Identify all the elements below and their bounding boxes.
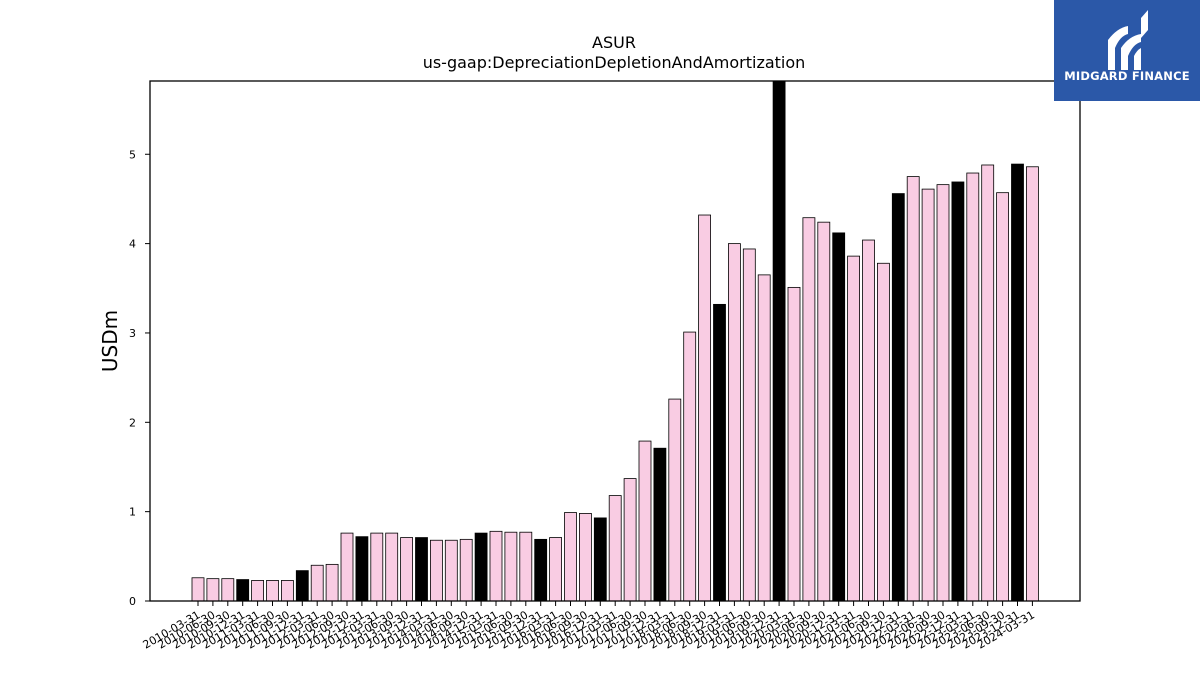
bar-2015-09-30 bbox=[519, 531, 533, 602]
bars-group bbox=[191, 80, 1039, 602]
bar-2019-03-31 bbox=[728, 243, 741, 602]
bar-2022-09-30 bbox=[936, 184, 950, 602]
bar-2017-03-31 bbox=[608, 495, 622, 602]
bar-2021-09-30 bbox=[877, 262, 890, 602]
bar-2020-12-31 bbox=[832, 232, 846, 602]
plot-frame bbox=[149, 80, 1081, 602]
y-tick-label: 2 bbox=[129, 416, 136, 429]
bar-2011-03-31 bbox=[251, 580, 265, 602]
bar-2023-06-30 bbox=[981, 164, 995, 602]
x-ticks-group: 2010-03-312010-06-302010-09-302010-12-31… bbox=[141, 601, 1037, 652]
bar-2015-03-31 bbox=[489, 530, 503, 602]
bar-2014-09-30 bbox=[459, 538, 473, 602]
y-tick-label: 1 bbox=[129, 506, 136, 519]
bar-2014-03-31 bbox=[429, 539, 443, 602]
bar-2011-06-30 bbox=[266, 580, 279, 602]
midgard-logo: MIDGARD FINANCE bbox=[1054, 0, 1200, 101]
chart-subtitle: us-gaap:DepreciationDepletionAndAmortiza… bbox=[423, 53, 806, 72]
bar-2011-09-30 bbox=[280, 580, 294, 602]
bar-2013-12-31 bbox=[415, 537, 428, 602]
bar-2010-09-30 bbox=[221, 578, 235, 602]
bar-2013-06-30 bbox=[385, 532, 399, 602]
bar-2022-12-31 bbox=[951, 181, 965, 602]
bar-2017-12-31 bbox=[653, 447, 667, 602]
bar-2016-12-31 bbox=[593, 517, 607, 602]
bar-2019-09-30 bbox=[757, 274, 771, 602]
bar-2014-12-31 bbox=[474, 532, 488, 602]
bar-2016-06-30 bbox=[564, 512, 577, 602]
bar-2021-06-30 bbox=[862, 239, 875, 602]
bar-2019-12-31 bbox=[772, 80, 786, 602]
bar-2012-06-30 bbox=[325, 563, 339, 602]
bar-2022-03-31 bbox=[906, 176, 920, 602]
y-tick-label: 3 bbox=[129, 327, 136, 340]
bar-2014-06-30 bbox=[444, 539, 458, 602]
bar-2012-03-31 bbox=[310, 564, 324, 602]
bar-2016-03-31 bbox=[549, 537, 562, 602]
bar-2023-12-31 bbox=[1011, 163, 1024, 602]
bar-2011-12-31 bbox=[295, 570, 309, 602]
chart-title: ASUR bbox=[592, 33, 636, 52]
bar-2017-09-30 bbox=[638, 440, 652, 602]
bar-2020-06-30 bbox=[802, 217, 816, 602]
midgard-logo-icon bbox=[1108, 10, 1148, 70]
bar-2016-09-30 bbox=[579, 513, 592, 602]
bar-2013-09-30 bbox=[400, 537, 414, 602]
bar-2010-12-31 bbox=[236, 579, 250, 602]
y-ticks-group: 0 1 2 3 4 5 bbox=[129, 148, 150, 608]
bar-2010-06-30 bbox=[206, 578, 220, 602]
logo-text: MIDGARD FINANCE bbox=[1064, 69, 1190, 83]
bar-2022-06-30 bbox=[921, 188, 935, 602]
bar-2021-03-31 bbox=[847, 255, 860, 602]
bar-2018-06-30 bbox=[683, 331, 697, 602]
bar-2020-09-30 bbox=[817, 221, 831, 602]
bar-2020-03-31 bbox=[787, 286, 801, 602]
bar-2012-09-30 bbox=[340, 532, 354, 602]
bar-2023-03-31 bbox=[966, 172, 980, 602]
bar-2017-06-30 bbox=[623, 478, 637, 602]
bar-2015-06-30 bbox=[504, 531, 518, 602]
y-tick-label: 5 bbox=[129, 148, 136, 161]
bar-2018-12-31 bbox=[713, 303, 726, 602]
bar-2010-03-31 bbox=[191, 577, 205, 602]
bar-2021-12-31 bbox=[891, 193, 905, 602]
bar-2019-06-30 bbox=[742, 248, 756, 602]
bar-2018-09-30 bbox=[698, 214, 711, 602]
y-tick-label: 0 bbox=[129, 595, 136, 608]
bar-2012-12-31 bbox=[355, 536, 369, 602]
bar-2024-03-31 bbox=[1026, 166, 1039, 602]
y-axis-label: USDm bbox=[98, 310, 122, 372]
y-tick-label: 4 bbox=[129, 238, 136, 251]
bar-2023-09-30 bbox=[996, 192, 1009, 602]
bar-2013-03-31 bbox=[370, 532, 384, 602]
bar-2015-12-31 bbox=[534, 538, 548, 602]
bar-2018-03-31 bbox=[668, 398, 682, 602]
